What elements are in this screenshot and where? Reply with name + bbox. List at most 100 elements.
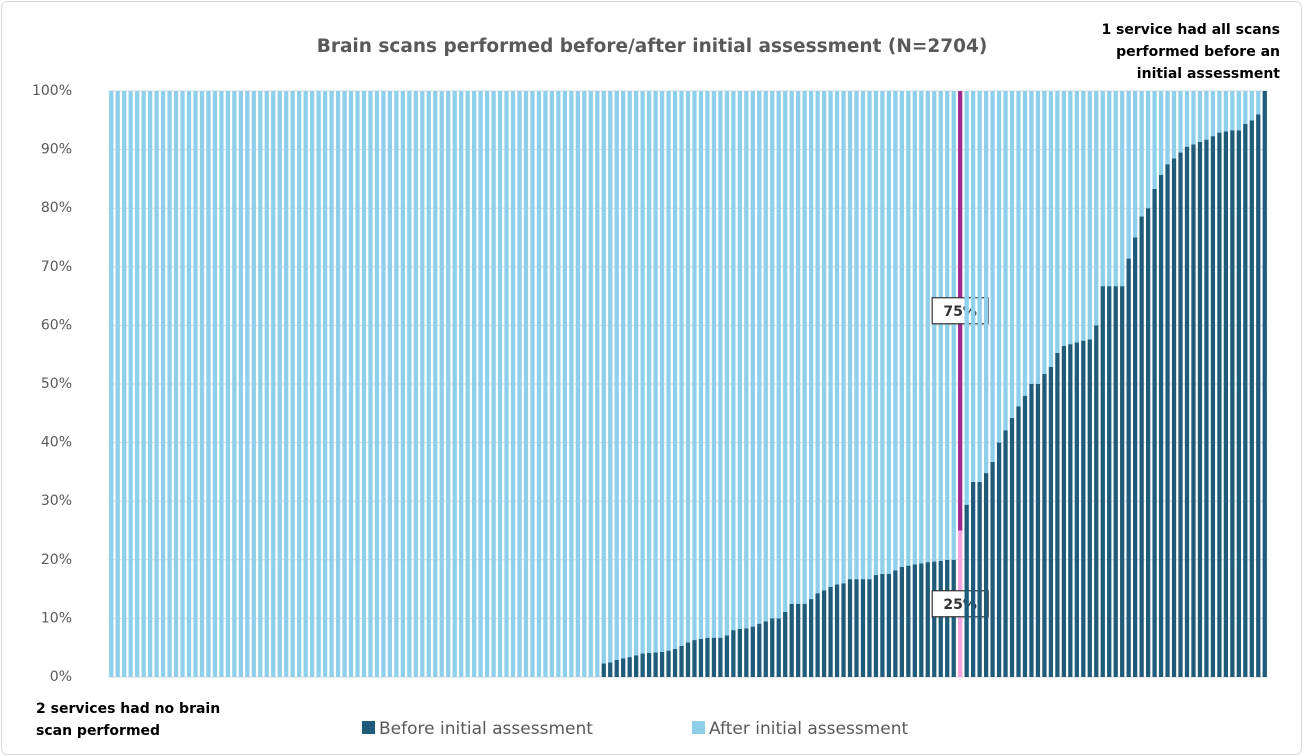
bar-segment xyxy=(1061,345,1067,677)
bar-segment xyxy=(122,91,127,677)
bar-segment xyxy=(1120,91,1125,287)
bar-segment xyxy=(374,91,380,677)
bar-segment xyxy=(1184,91,1190,147)
bar-segment xyxy=(387,91,393,677)
bar-segment xyxy=(1133,91,1138,238)
bar-segment xyxy=(899,91,904,567)
bar-segment xyxy=(789,91,794,604)
bar-segment xyxy=(750,626,755,677)
bar-segment xyxy=(1068,344,1073,677)
bar-segment xyxy=(744,91,749,629)
bar-segment xyxy=(426,91,431,677)
bar-segment xyxy=(912,91,917,565)
bar-segment xyxy=(569,91,574,677)
bar-segment xyxy=(355,91,360,677)
bar-segment xyxy=(1178,91,1183,153)
bar-segment xyxy=(1016,91,1021,407)
bar-segment xyxy=(971,481,976,677)
bar-segment xyxy=(692,91,697,641)
bar-segment xyxy=(1230,91,1235,131)
bar-segment xyxy=(621,658,626,677)
bar-segment xyxy=(1197,141,1203,677)
y-tick-label: 60% xyxy=(41,317,72,333)
bar-segment xyxy=(1022,91,1028,396)
bar-segment xyxy=(1210,91,1216,137)
bar-segment xyxy=(193,91,198,677)
bar-segment xyxy=(640,91,645,654)
bar-segment xyxy=(906,565,911,677)
bar-segment xyxy=(1081,340,1086,677)
bar-segment xyxy=(1133,237,1138,677)
bar-segment xyxy=(465,91,470,677)
annotation: performed before an xyxy=(1116,44,1280,60)
bar-segment xyxy=(828,586,833,677)
annotation: 2 services had no brain xyxy=(36,701,220,717)
bar-segment xyxy=(1061,91,1067,346)
bar-segment xyxy=(1029,91,1034,384)
legend-swatch xyxy=(692,721,705,734)
bar-segment xyxy=(232,91,237,677)
bar-segment xyxy=(264,91,269,677)
bar-segment xyxy=(491,91,496,677)
bar-segment xyxy=(821,590,827,677)
bar-segment xyxy=(1256,114,1261,677)
bar-segment xyxy=(763,91,768,622)
bar-segment xyxy=(666,650,671,677)
bar-segment xyxy=(109,91,114,677)
bar-segment xyxy=(1029,384,1034,677)
bar-segment xyxy=(271,91,276,677)
bar-segment xyxy=(1009,417,1015,677)
bar-segment xyxy=(322,91,328,677)
bar-segment xyxy=(212,91,218,677)
bar-segment xyxy=(789,603,794,677)
bar-segment xyxy=(880,91,885,574)
chart-title: Brain scans performed before/after initi… xyxy=(317,36,988,57)
bar-segment xyxy=(796,603,801,677)
bar-segment xyxy=(1197,91,1203,142)
bar-segment xyxy=(724,635,730,677)
bar-segment xyxy=(990,461,995,677)
bar-segment xyxy=(705,91,710,638)
bar-segment xyxy=(834,584,840,677)
bar-segment xyxy=(303,91,308,677)
bar-segment xyxy=(685,642,691,677)
bar-segment xyxy=(899,566,904,677)
bar-segment xyxy=(834,91,840,585)
bar-segment xyxy=(783,91,788,612)
bar-segment xyxy=(1230,130,1235,678)
bar-segment xyxy=(1094,91,1099,326)
bar-segment xyxy=(919,563,924,677)
bar-segment xyxy=(1204,91,1209,140)
bar-segment xyxy=(1087,339,1092,677)
bar-segment xyxy=(381,91,386,677)
bar-segment xyxy=(886,91,892,574)
bar-segment xyxy=(1171,91,1177,159)
bar-segment xyxy=(154,91,159,677)
bar-segment xyxy=(1184,146,1190,678)
bar-segment xyxy=(996,442,1002,677)
bar-segment xyxy=(556,91,561,677)
bar-segment xyxy=(1107,91,1112,287)
bar-segment xyxy=(1126,91,1131,259)
bar-segment xyxy=(1204,139,1209,677)
bar-segment xyxy=(977,91,982,482)
bar-segment xyxy=(601,91,606,664)
y-tick-label: 100% xyxy=(32,83,72,99)
bar-segment xyxy=(147,91,153,677)
bar-segment xyxy=(446,91,451,677)
bar-segment xyxy=(783,611,788,677)
bar-segment xyxy=(1158,174,1164,677)
bar-segment xyxy=(685,91,691,643)
bar-segment xyxy=(1074,342,1079,677)
y-tick-label: 30% xyxy=(41,493,72,509)
bar-segment xyxy=(1107,286,1112,677)
bar-segment xyxy=(1223,91,1229,132)
bar-segment xyxy=(1003,430,1008,677)
bar-segment xyxy=(1145,208,1151,677)
bar-segment xyxy=(815,593,820,677)
bar-segment xyxy=(173,91,179,677)
bar-segment xyxy=(821,91,827,591)
y-tick-label: 10% xyxy=(41,610,72,626)
bar-segment xyxy=(679,645,684,677)
